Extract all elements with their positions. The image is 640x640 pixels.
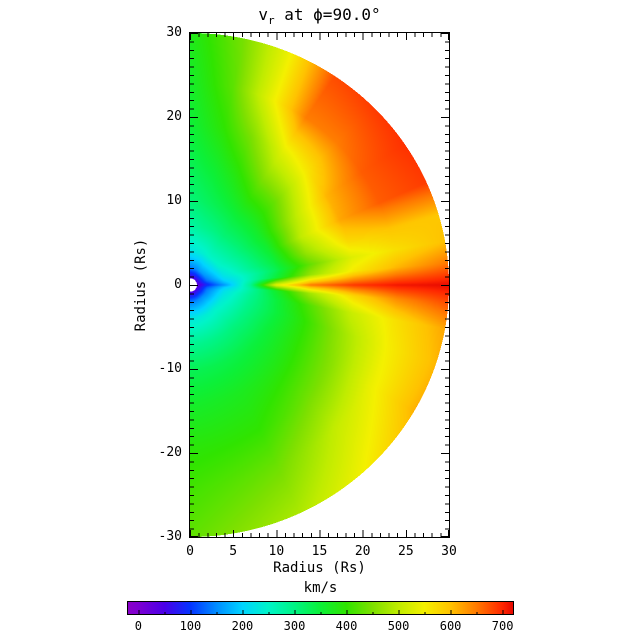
title-suffix: at ϕ=90.0° xyxy=(274,5,381,24)
title-subscript: r xyxy=(268,14,275,28)
x-tick-label: 15 xyxy=(311,544,328,559)
colorbar xyxy=(127,601,514,615)
colorbar-tick-label: 100 xyxy=(179,619,202,633)
plot-frame xyxy=(189,32,450,538)
y-tick-label: 10 xyxy=(166,193,182,208)
x-tick-label: 20 xyxy=(354,544,371,559)
colorbar-tick-label: 300 xyxy=(283,619,306,633)
x-tick-label: 30 xyxy=(441,544,457,559)
x-axis-label: Radius (Rs) xyxy=(273,560,366,576)
x-tick-label: 10 xyxy=(268,544,285,559)
title-variable: v xyxy=(258,5,269,24)
y-tick-label: -10 xyxy=(158,361,182,376)
y-tick-label: 20 xyxy=(166,109,182,124)
y-tick-label: -30 xyxy=(158,529,182,544)
colorbar-tick-label: 700 xyxy=(491,619,514,633)
colorbar-tick-label: 400 xyxy=(335,619,358,633)
y-tick-label: -20 xyxy=(158,445,182,460)
colorbar-tick-label: 200 xyxy=(231,619,254,633)
colorbar-units-label: km/s xyxy=(303,580,338,596)
x-tick-label: 5 xyxy=(229,544,238,559)
plot-title: vr at ϕ=90.0° xyxy=(189,5,450,27)
colorbar-tick-label: 0 xyxy=(134,619,142,633)
y-tick-label: 0 xyxy=(174,277,182,292)
colorbar-gradient-canvas xyxy=(128,602,513,614)
y-tick-label: 30 xyxy=(166,25,182,40)
x-tick-label: 0 xyxy=(186,544,194,559)
colorbar-tick-label: 600 xyxy=(439,619,462,633)
x-tick-label: 25 xyxy=(398,544,414,559)
colorbar-tick-label: 500 xyxy=(387,619,410,633)
velocity-heatmap-canvas xyxy=(190,33,449,537)
